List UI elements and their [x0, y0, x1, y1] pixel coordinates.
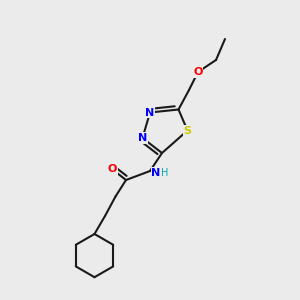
Text: H: H	[161, 167, 168, 178]
Text: O: O	[193, 67, 203, 77]
Text: N: N	[146, 107, 154, 118]
Text: O: O	[108, 164, 117, 175]
Text: N: N	[138, 133, 147, 143]
Text: N: N	[152, 167, 160, 178]
Text: S: S	[184, 125, 191, 136]
